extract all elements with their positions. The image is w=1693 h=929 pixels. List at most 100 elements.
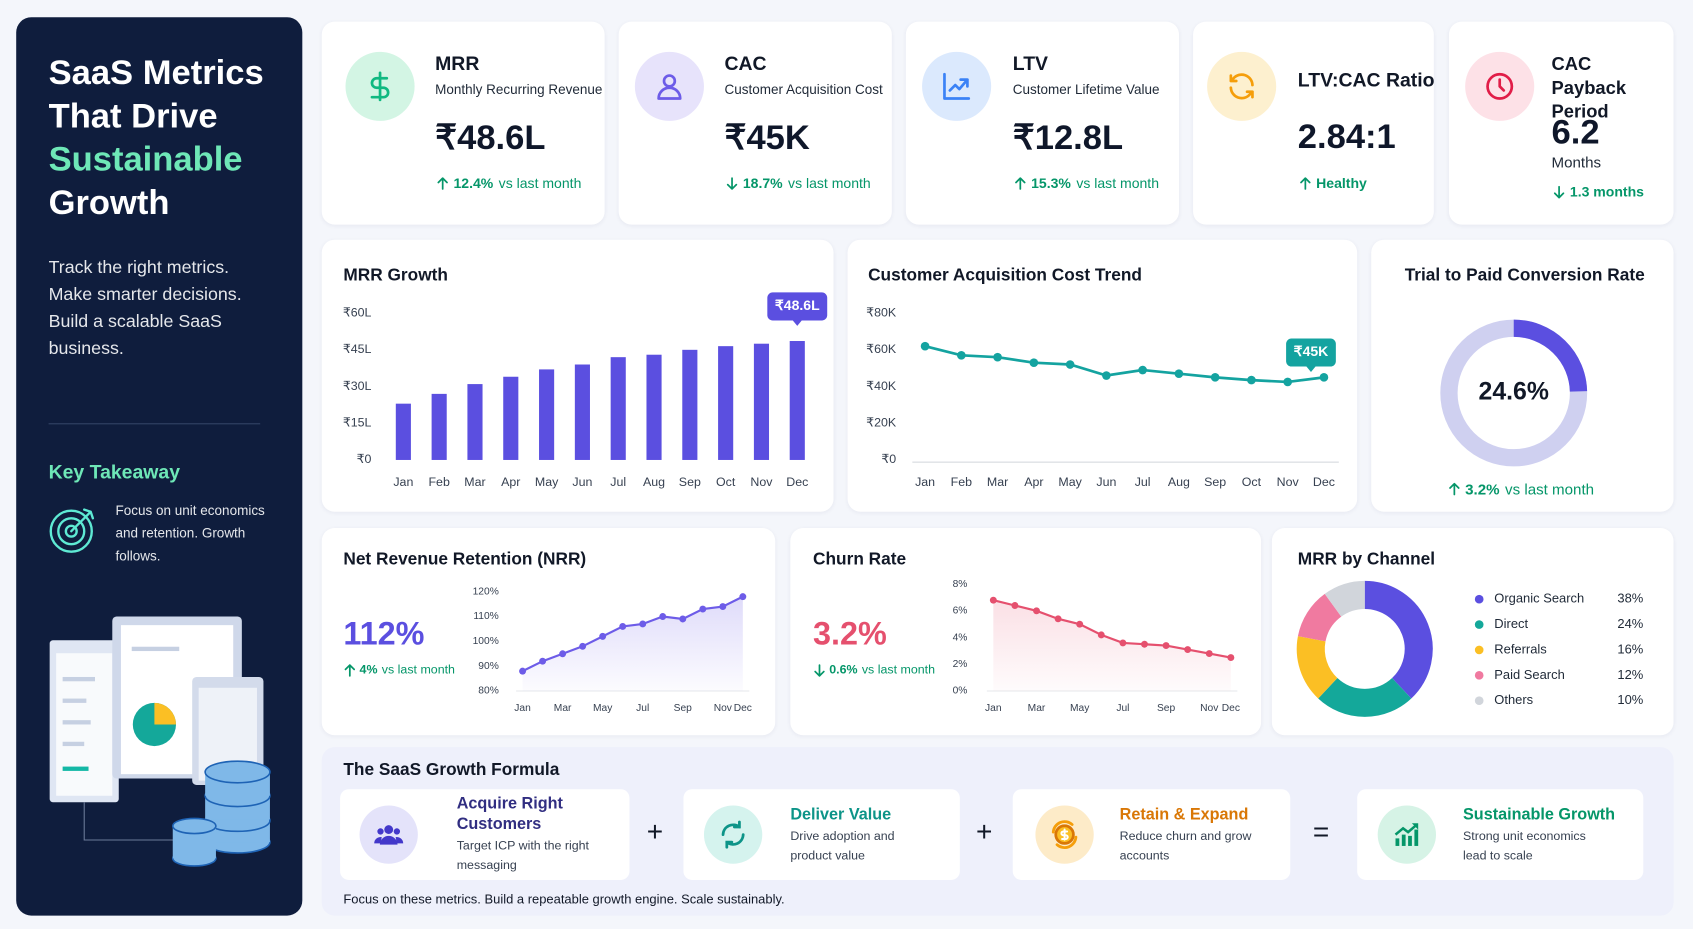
- donut-segment: [1324, 580, 1366, 617]
- circle: [377, 828, 384, 835]
- legend-value: 16%: [1617, 641, 1643, 656]
- area: [522, 596, 743, 692]
- x-tick-label: Oct: [1242, 475, 1262, 489]
- step-desc: Strong unit economics lead to scale: [1462, 829, 1586, 863]
- x-tick-label: Jul: [1116, 703, 1129, 714]
- point: [1210, 373, 1220, 382]
- path: [943, 72, 971, 100]
- path: [70, 508, 95, 533]
- change-value: 15.3%: [1031, 174, 1071, 192]
- rect: [1395, 838, 1400, 846]
- point: [519, 667, 527, 675]
- y-tick-label: ₹60L: [343, 305, 372, 319]
- x-tick-label: Feb: [951, 475, 972, 489]
- ar: [814, 664, 825, 677]
- x-tick-label: Dec: [786, 475, 808, 489]
- rect: [1401, 834, 1406, 846]
- change-value: 18.7%: [742, 174, 783, 192]
- point: [1141, 640, 1148, 648]
- y-tick-label: 110%: [473, 611, 498, 622]
- path: [379, 835, 398, 845]
- svg: [374, 825, 404, 845]
- x-tick-label: Feb: [428, 475, 449, 489]
- step-desc: Reduce churn and grow accounts: [1119, 829, 1252, 863]
- kpi-icon: [345, 51, 415, 121]
- ar: [1553, 185, 1565, 198]
- point: [1029, 358, 1039, 367]
- rect: [62, 698, 87, 703]
- path: [395, 836, 404, 844]
- point: [920, 341, 930, 351]
- step-icon: [1377, 805, 1437, 864]
- x-tick-label: Sep: [674, 703, 693, 714]
- point: [599, 632, 607, 640]
- point: [659, 613, 667, 620]
- illustration: [49, 616, 271, 867]
- point: [1102, 371, 1111, 380]
- badge-tip: [791, 319, 803, 326]
- kpi-icon: [1207, 51, 1277, 121]
- path: [657, 86, 682, 100]
- legend-swatch: [1474, 696, 1484, 706]
- kpi-change: Healthy: [1300, 175, 1367, 191]
- y-tick-label: 4%: [953, 632, 968, 643]
- ellipse: [171, 817, 217, 835]
- change-text: vs last month: [381, 664, 455, 677]
- path: [721, 820, 745, 849]
- point: [1162, 642, 1170, 650]
- rect: [1414, 829, 1419, 846]
- kpi-subtitle: Customer Acquisition Cost: [724, 82, 883, 98]
- legend-swatch: [1474, 594, 1484, 604]
- circle: [384, 825, 394, 834]
- circle: [49, 509, 93, 553]
- chart-title: MRR by Channel: [1297, 550, 1436, 570]
- bar: [395, 403, 411, 460]
- path: [437, 176, 448, 190]
- point: [739, 593, 747, 601]
- step-title: Sustainable Growth: [1462, 804, 1616, 824]
- title-line: Growth: [48, 182, 170, 222]
- x-tick-label: Apr: [1024, 475, 1043, 489]
- ar: [1300, 176, 1311, 190]
- change-text: vs last month: [1505, 480, 1595, 498]
- ar: [726, 176, 738, 190]
- kpi-card: CAC Customer Acquisition Cost ₹45K 18.7%…: [618, 21, 892, 225]
- y-tick-label: ₹80K: [866, 305, 897, 319]
- rect: [62, 741, 85, 747]
- value-label: ₹45K: [1294, 343, 1329, 359]
- target-icon: [49, 508, 95, 553]
- kpi-icon: [634, 51, 704, 121]
- step-text: Acquire Right Customers Target ICP with t…: [457, 794, 608, 876]
- point: [699, 605, 707, 613]
- y-tick-label: ₹0: [357, 452, 372, 466]
- change: 0.6% vs last month: [814, 664, 935, 677]
- y-tick-label: ₹20K: [866, 416, 897, 430]
- svg: [370, 71, 390, 102]
- point: [1205, 650, 1213, 658]
- x-tick-label: Nov: [714, 703, 733, 714]
- x-tick-label: Jan: [393, 475, 413, 489]
- line: [924, 344, 1325, 384]
- path: [1553, 185, 1565, 198]
- point: [579, 642, 587, 650]
- headline: 112%: [343, 616, 425, 653]
- kpi-value: ₹45K: [724, 117, 810, 157]
- g: [171, 760, 271, 867]
- donut-label: 24.6%: [1479, 379, 1549, 406]
- kpi-title: CAC Payback Period: [1551, 53, 1627, 123]
- y-tick-label: 8%: [953, 579, 968, 590]
- point: [1076, 620, 1084, 628]
- step-desc: Drive adoption and product value: [790, 829, 895, 863]
- bar: [610, 357, 626, 460]
- badge-tip: [1305, 365, 1317, 372]
- kpi-value: ₹12.8L: [1012, 117, 1124, 157]
- chart-panel: Trial to Paid Conversion Rate: [1371, 239, 1674, 512]
- sidebar-title: SaaS Metrics That Drive Sustainable Grow…: [49, 51, 264, 224]
- path: [1229, 73, 1254, 100]
- x-tick-label: Mar: [464, 475, 485, 489]
- legend-swatch: [1474, 645, 1484, 655]
- y-tick-label: ₹60K: [866, 342, 897, 356]
- chart-title: Net Revenue Retention (NRR): [343, 550, 587, 570]
